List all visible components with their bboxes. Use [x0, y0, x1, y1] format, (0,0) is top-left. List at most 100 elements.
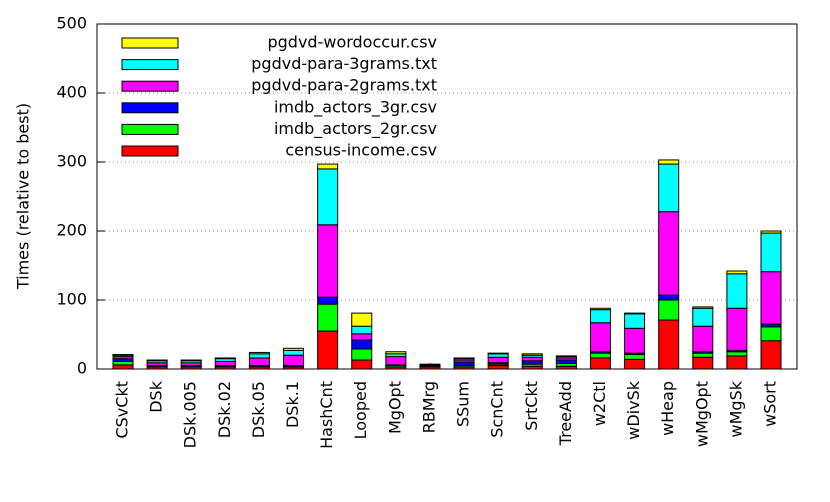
bar-segment — [487, 352, 509, 355]
y-tick-label: 400 — [56, 83, 87, 102]
bar-segment — [658, 294, 680, 301]
bar-segment — [760, 271, 782, 325]
bar-segment — [317, 296, 339, 305]
bar-segment — [521, 353, 543, 356]
bar-segment — [283, 354, 305, 367]
bar-segment — [112, 360, 134, 366]
bar-segment — [658, 299, 680, 321]
bar-segment — [589, 352, 611, 359]
bar-segment — [692, 307, 714, 327]
x-tick-label: CSvCkt — [113, 381, 132, 439]
bar-segment — [487, 365, 509, 370]
bar-segment — [112, 364, 134, 370]
bar-segment — [419, 363, 441, 366]
bar-segment — [351, 333, 373, 341]
bar-segment — [521, 360, 543, 365]
x-tick-label: wMgOpt — [692, 381, 711, 447]
bar-segment — [385, 351, 407, 355]
bar-segment — [658, 159, 680, 165]
y-tick-label: 200 — [56, 221, 87, 240]
bar-segment — [351, 339, 373, 350]
bar-segment — [487, 353, 509, 358]
bar-segment — [760, 232, 782, 273]
legend-swatch — [121, 37, 179, 49]
x-tick-label: Looped — [351, 381, 370, 439]
bar-segment — [624, 358, 646, 370]
bar-segment — [317, 163, 339, 170]
y-tick-label: 100 — [56, 290, 87, 309]
bar-segment — [589, 357, 611, 370]
x-tick-label: DSk.05 — [249, 381, 268, 438]
bar-segment — [180, 359, 202, 362]
bar-segment — [589, 309, 611, 324]
bar-segment — [248, 351, 270, 355]
legend-swatch — [121, 123, 179, 135]
bar-segment — [760, 340, 782, 370]
bar-segment — [726, 355, 748, 370]
bar-segment — [658, 163, 680, 213]
bar-segment — [624, 327, 646, 354]
bar-segment — [317, 168, 339, 226]
plot-frame — [96, 23, 798, 370]
bar-segment — [760, 230, 782, 234]
bar-segment — [555, 355, 577, 358]
y-axis-label: Times (relative to best) — [14, 103, 33, 290]
bar-segment — [658, 319, 680, 370]
bar-segment — [521, 356, 543, 362]
x-tick-label: SSum — [454, 381, 473, 427]
x-tick-label: DSk.005 — [181, 381, 200, 448]
y-tick-label: 0 — [77, 359, 87, 378]
bar-segment — [624, 313, 646, 329]
x-tick-label: HashCnt — [317, 381, 336, 449]
legend-swatch — [121, 102, 179, 114]
legend-label: pgdvd-para-2grams.txt — [251, 76, 437, 95]
bar-segment — [692, 325, 714, 353]
x-tick-label: RBMrg — [419, 381, 438, 433]
bar-segment — [283, 349, 305, 356]
legend-swatch — [121, 59, 179, 71]
bar-segment — [351, 348, 373, 361]
bar-segment — [760, 326, 782, 342]
x-tick-label: DSk.1 — [283, 381, 302, 428]
x-tick-label: TreeAdd — [556, 381, 575, 446]
bar-segment — [624, 312, 646, 315]
bar-segment — [214, 357, 236, 360]
x-tick-label: wMgSk — [726, 380, 745, 437]
bar-segment — [351, 325, 373, 335]
bar-segment — [248, 357, 270, 367]
bar-segment — [453, 361, 475, 367]
bar-segment — [112, 354, 134, 356]
bar-segment — [726, 351, 748, 357]
bar-segment — [317, 303, 339, 332]
x-tick-label: wHeap — [658, 381, 677, 436]
x-tick-label: SrtCkt — [522, 381, 541, 431]
bar-segment — [146, 359, 168, 362]
legend-label: imdb_actors_2gr.csv — [274, 119, 437, 139]
x-tick-label: w2Ctl — [590, 381, 609, 426]
bar-segment — [351, 312, 373, 327]
legend-label: pgdvd-para-3grams.txt — [251, 54, 437, 73]
bar-segment — [487, 356, 509, 364]
legend-swatch — [121, 145, 179, 157]
bar-segment — [692, 356, 714, 370]
x-tick-label: ScnCnt — [488, 381, 507, 438]
bar-segment — [317, 224, 339, 298]
bar-segment — [351, 359, 373, 370]
legend-label: census-income.csv — [285, 141, 437, 160]
bar-segment — [658, 211, 680, 296]
legend-swatch — [121, 80, 179, 92]
bar-segment — [589, 307, 611, 311]
x-tick-label: DSk — [147, 380, 166, 412]
bar-segment — [726, 307, 748, 351]
legend-label: imdb_actors_3gr.csv — [274, 97, 437, 117]
bar-segment — [726, 273, 748, 309]
bar-segment — [692, 306, 714, 309]
bar-segment — [589, 322, 611, 353]
y-tick-label: 500 — [56, 14, 87, 33]
x-tick-label: MgOpt — [385, 381, 404, 434]
bar-segment — [726, 270, 748, 275]
bar-segment — [248, 353, 270, 359]
bar-segment — [214, 360, 236, 367]
bar-segment — [283, 347, 305, 351]
